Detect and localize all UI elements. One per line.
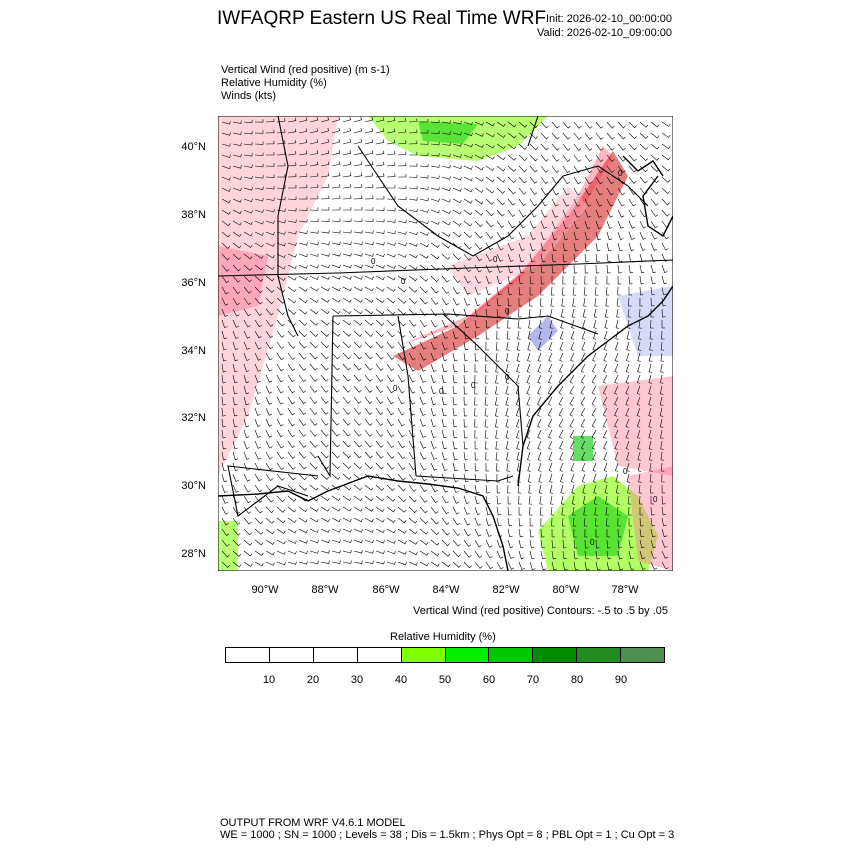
contour-labels: 0 0 0 0 0 0 0 0 0 0 0 0: [371, 169, 658, 547]
legend-title: Relative Humidity (%): [390, 631, 496, 643]
legend-tick: 20: [306, 674, 320, 686]
contour-label: 0: [618, 169, 623, 178]
legend-swatch: [401, 648, 446, 662]
legend-swatch: [577, 648, 622, 662]
lon-label: 82°W: [492, 584, 520, 596]
contour-label: 0: [439, 387, 444, 396]
lon-label: 88°W: [311, 584, 339, 596]
legend-swatch: [621, 648, 665, 662]
vertical-wind-shading: [218, 116, 673, 571]
legend-tick: 70: [526, 674, 540, 686]
field-vertical-wind: Vertical Wind (red positive) (m s-1): [221, 64, 390, 76]
lat-label: 38°N: [181, 209, 206, 221]
contour-label: 0: [393, 384, 398, 393]
legend-swatch: [269, 648, 314, 662]
legend-tick: 90: [614, 674, 628, 686]
lon-label: 84°W: [432, 584, 460, 596]
legend-swatch: [357, 648, 402, 662]
lon-label: 86°W: [372, 584, 400, 596]
legend-swatch: [445, 648, 490, 662]
humidity-shading: [218, 116, 658, 571]
valid-time: Valid: 2026-02-10_09:00:00: [537, 27, 672, 39]
footer-model: OUTPUT FROM WRF V4.6.1 MODEL: [220, 817, 406, 829]
contour-label: 0: [505, 307, 510, 316]
humidity-colorbar: [225, 647, 665, 663]
lon-label: 80°W: [552, 584, 580, 596]
contour-label: 0: [371, 257, 376, 266]
lat-label: 30°N: [181, 480, 206, 492]
contour-label: 0: [623, 467, 628, 476]
legend-tick: 50: [438, 674, 452, 686]
lon-label: 90°W: [251, 584, 279, 596]
legend-swatch: [489, 648, 534, 662]
footer-config: WE = 1000 ; SN = 1000 ; Levels = 38 ; Di…: [220, 829, 675, 841]
chart-title: IWFAQRP Eastern US Real Time WRF: [217, 8, 547, 29]
contour-note: Vertical Wind (red positive) Contours: -…: [413, 605, 668, 617]
field-winds: Winds (kts): [221, 90, 276, 102]
legend-tick: 60: [482, 674, 496, 686]
weather-map: 0 0 0 0 0 0 0 0 0 0 0 0: [218, 116, 673, 571]
legend-swatch: [533, 648, 578, 662]
lat-label: 28°N: [181, 548, 206, 560]
field-relative-humidity: Relative Humidity (%): [221, 77, 327, 89]
init-time: Init: 2026-02-10_00:00:00: [546, 13, 672, 25]
legend-tick: 10: [262, 674, 276, 686]
state-boundaries: [218, 116, 673, 517]
contour-label: 0: [401, 277, 406, 286]
legend-tick: 30: [350, 674, 364, 686]
lon-label: 78°W: [611, 584, 639, 596]
legend-swatch: [226, 648, 270, 662]
contour-label: 0: [653, 495, 658, 504]
lat-label: 32°N: [181, 412, 206, 424]
legend-swatch: [313, 648, 358, 662]
lat-label: 36°N: [181, 277, 206, 289]
lat-label: 34°N: [181, 345, 206, 357]
lat-label: 40°N: [181, 141, 206, 153]
coastline: [218, 155, 673, 571]
contour-label: 0: [505, 373, 510, 382]
contour-label: 0: [493, 255, 498, 264]
contour-label: 0: [590, 538, 595, 547]
contour-label: 0: [471, 381, 476, 390]
legend-tick: 80: [570, 674, 584, 686]
legend-tick: 40: [394, 674, 408, 686]
